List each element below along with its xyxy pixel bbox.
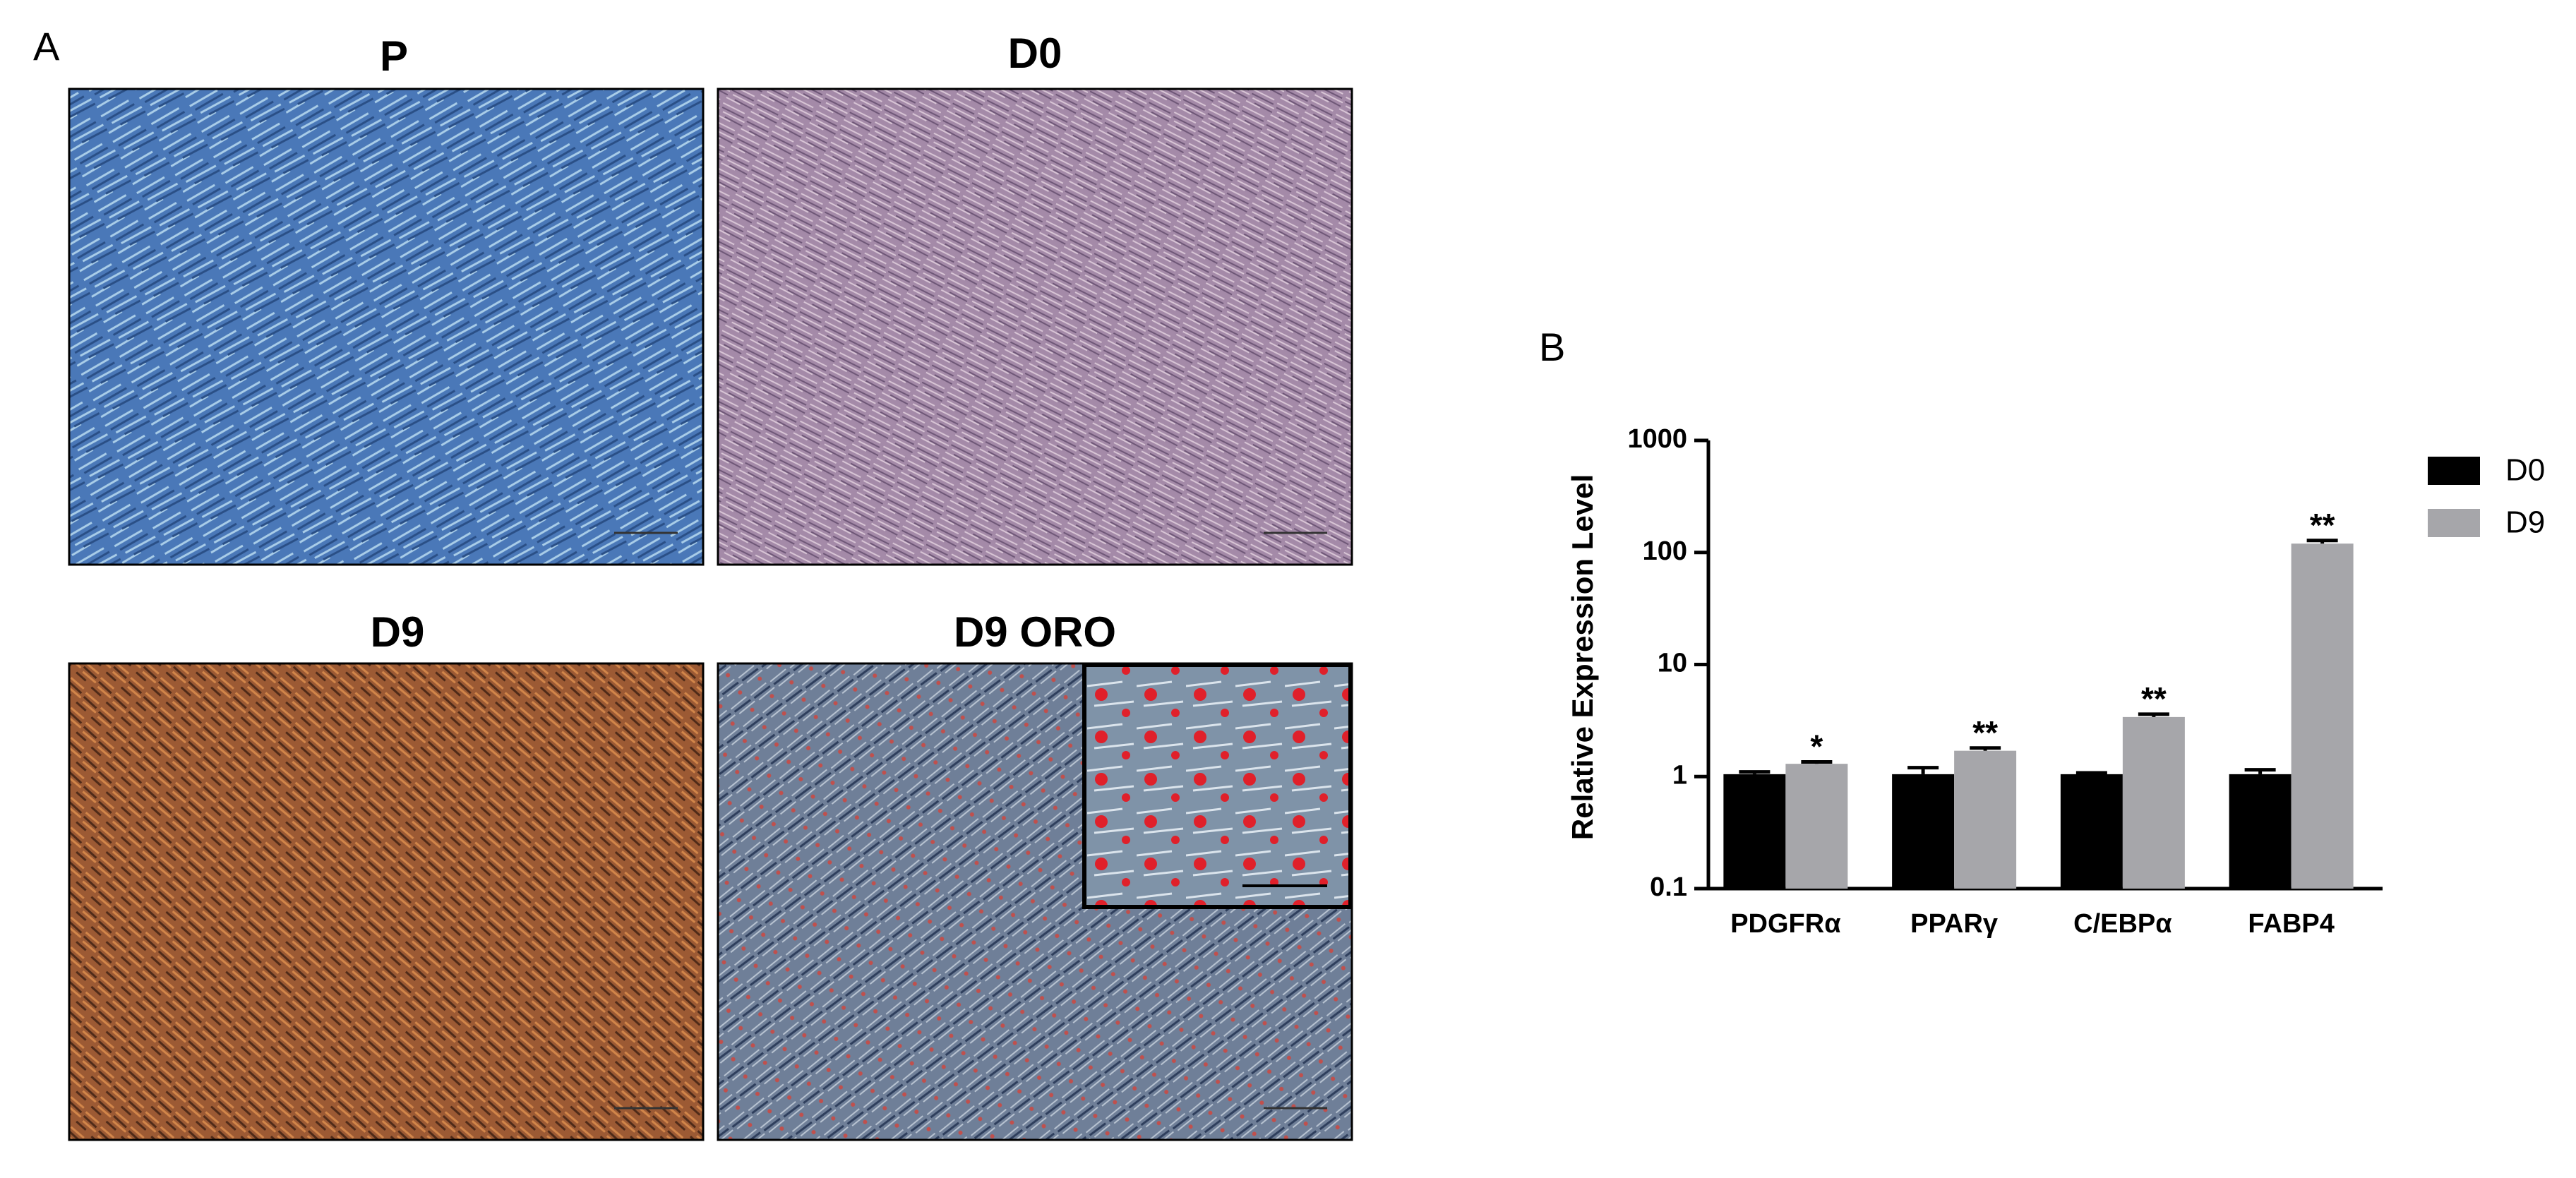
- y-tick-label: 0.1: [1650, 872, 1687, 902]
- significance-label: *: [1810, 728, 1823, 765]
- bar: [2122, 716, 2185, 889]
- micrograph: [68, 662, 705, 1141]
- y-axis-label: Relative Expression Level: [1566, 474, 1599, 840]
- bar-chart: B Relative Expression Level 0.1 1 10 100 100…: [1539, 325, 2545, 939]
- panel-label: A: [33, 24, 60, 68]
- bar: [2229, 774, 2292, 889]
- image-title: D9 ORO: [954, 608, 1116, 656]
- bar: [1785, 764, 1848, 889]
- significance-label: **: [1972, 714, 1998, 751]
- x-tick-label: C/EBPα: [2073, 909, 2172, 939]
- inset: [1082, 663, 1353, 909]
- bar: [1892, 774, 1955, 889]
- bar: [1723, 774, 1786, 889]
- y-tick-label: 10: [1658, 649, 1687, 678]
- significance-label: **: [2310, 507, 2335, 543]
- legend-swatch: [2428, 457, 2480, 485]
- image-title: D9: [371, 608, 425, 656]
- x-tick-label: FABP4: [2248, 909, 2334, 939]
- panel-label: B: [1539, 325, 1565, 369]
- legend-swatch: [2428, 509, 2480, 537]
- x-tick-label: PPARγ: [1910, 909, 1998, 939]
- image-title: D0: [1008, 30, 1062, 77]
- y-tick-label: 1000: [1627, 424, 1687, 454]
- bar: [2060, 774, 2123, 889]
- micrograph: [717, 88, 1353, 566]
- y-tick-label: 100: [1643, 536, 1687, 566]
- image-title: P: [380, 32, 408, 80]
- y-tick-label: 1: [1672, 760, 1687, 790]
- legend-label: D9: [2505, 505, 2545, 540]
- significance-label: **: [2141, 680, 2167, 717]
- x-tick-label: PDGFRα: [1730, 909, 1840, 939]
- bar: [2291, 543, 2354, 889]
- micrograph: [68, 88, 705, 566]
- bar: [1954, 750, 2017, 889]
- legend-label: D0: [2505, 453, 2545, 488]
